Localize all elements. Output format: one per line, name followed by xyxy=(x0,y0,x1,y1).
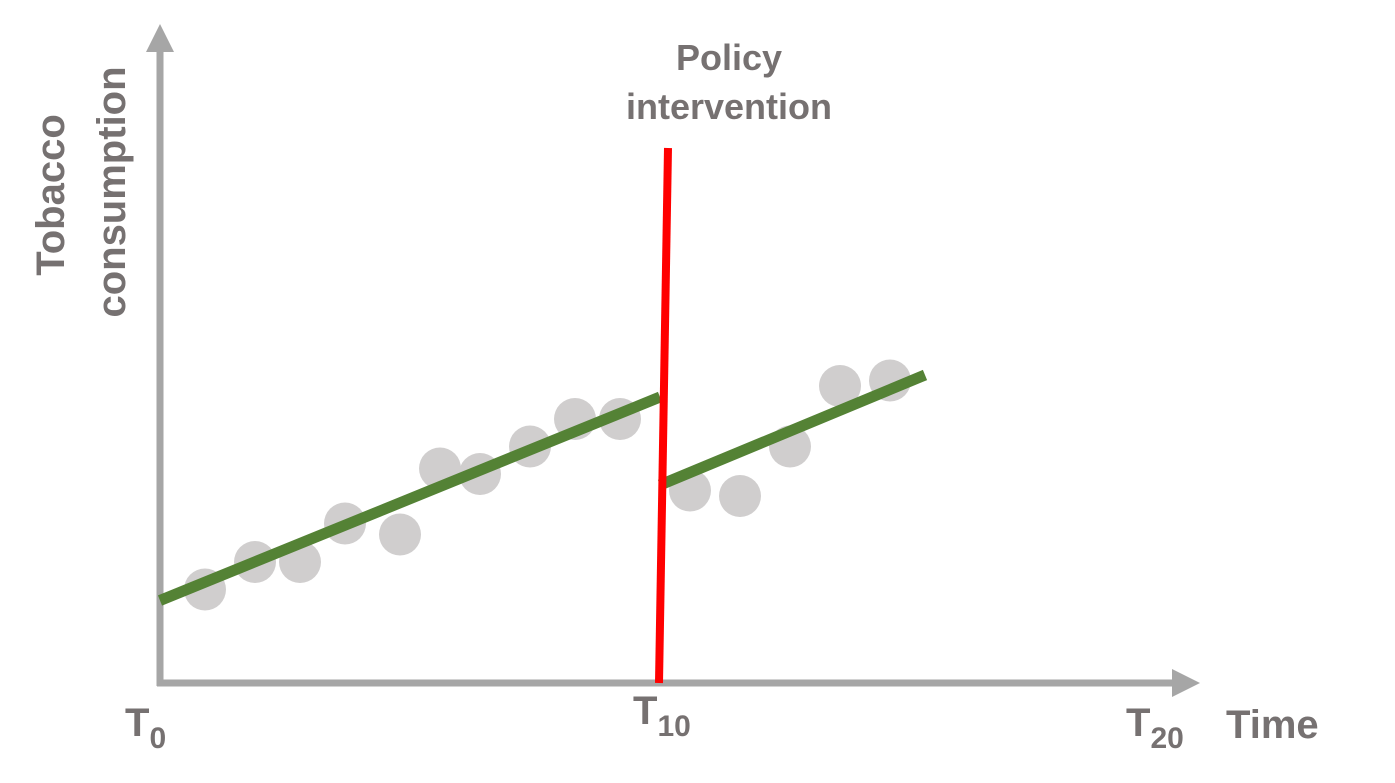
trend-lines xyxy=(157,369,928,606)
data-point-13 xyxy=(819,365,861,407)
x-tick-label-20: T20 xyxy=(1126,701,1184,755)
x-tick-labels: T0 T10 T20 xyxy=(125,689,1184,755)
data-points xyxy=(184,359,911,611)
trend-line-post xyxy=(657,369,928,491)
x-tick-label-0: T0 xyxy=(125,701,166,755)
y-axis-arrowhead xyxy=(146,24,174,52)
x-axis-label: Time xyxy=(1226,703,1319,747)
data-point-4 xyxy=(379,513,421,556)
policy-intervention-line xyxy=(655,147,672,684)
y-axis-label-line-2: consumption xyxy=(90,66,134,317)
y-axis-label-line-1: Tobacco xyxy=(29,114,73,276)
x-tick-label-10: T10 xyxy=(633,689,691,743)
intervention-label-line-1: Policy xyxy=(676,37,782,78)
trend-line-pre xyxy=(157,391,663,606)
data-point-11 xyxy=(719,475,761,517)
intervention-label-line-2: intervention xyxy=(626,86,832,127)
x-axis-arrowhead xyxy=(1172,669,1200,697)
